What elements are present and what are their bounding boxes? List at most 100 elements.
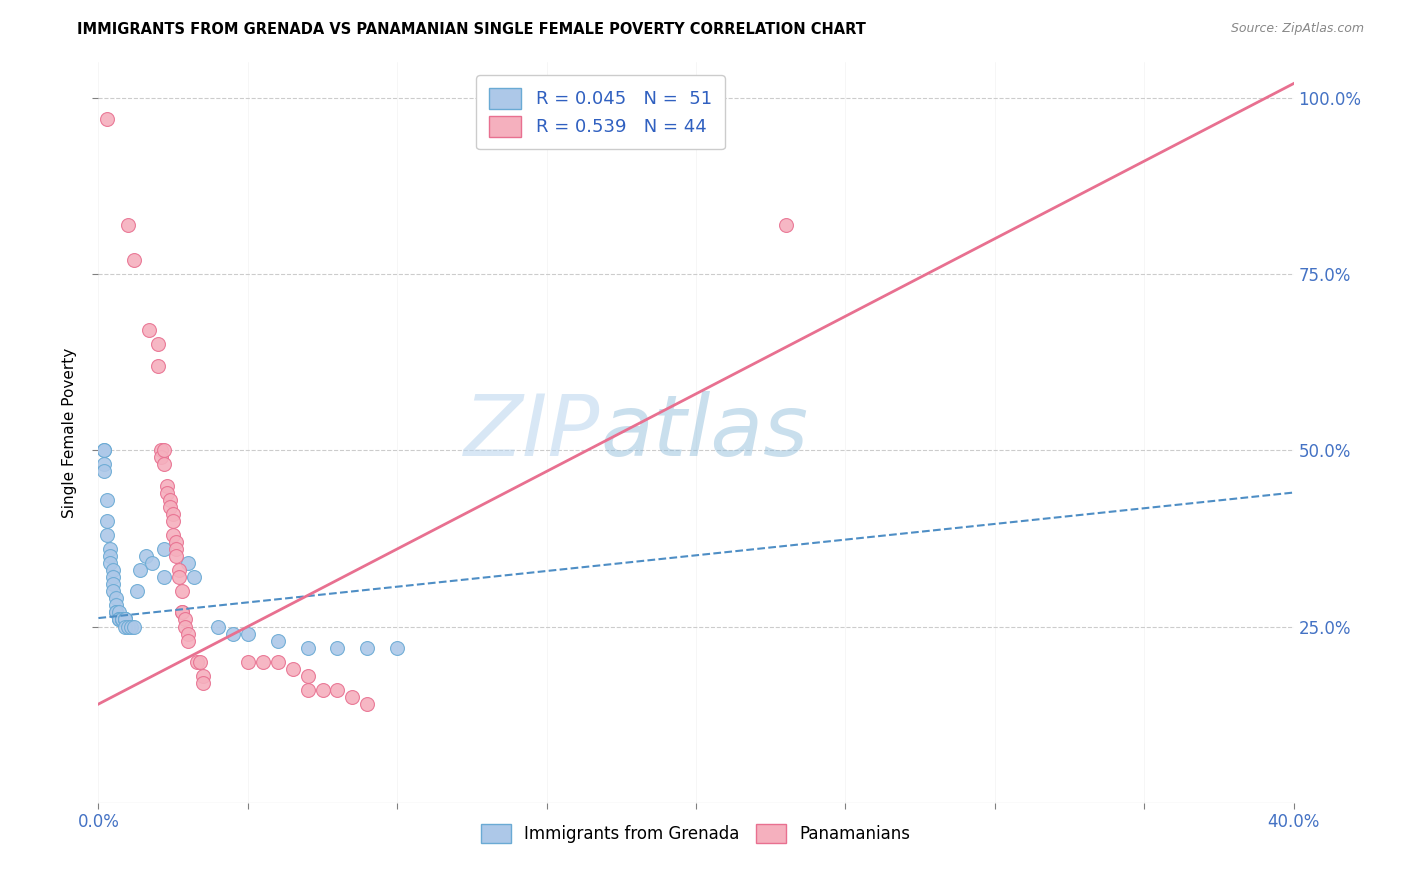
Point <box>103 563 125 577</box>
Point <box>172 584 194 599</box>
Point <box>108 612 131 626</box>
Point <box>188 655 211 669</box>
Point <box>111 612 134 626</box>
Point <box>153 443 176 458</box>
Point <box>153 458 176 472</box>
Point <box>96 528 118 542</box>
Point <box>105 591 128 606</box>
Point <box>127 584 149 599</box>
Point <box>96 492 118 507</box>
Legend: Immigrants from Grenada, Panamanians: Immigrants from Grenada, Panamanians <box>474 817 918 850</box>
Point <box>120 619 142 633</box>
Point <box>267 633 290 648</box>
Point <box>98 549 122 563</box>
Point <box>108 606 131 620</box>
Text: atlas: atlas <box>600 391 808 475</box>
Point <box>174 612 197 626</box>
Point <box>775 218 797 232</box>
Point <box>177 626 200 640</box>
Point <box>356 697 378 711</box>
Point <box>186 655 208 669</box>
Point <box>93 464 115 478</box>
Point <box>103 577 125 591</box>
Point <box>156 485 179 500</box>
Point <box>236 626 259 640</box>
Point <box>281 662 304 676</box>
Text: Source: ZipAtlas.com: Source: ZipAtlas.com <box>1230 22 1364 36</box>
Text: IMMIGRANTS FROM GRENADA VS PANAMANIAN SINGLE FEMALE POVERTY CORRELATION CHART: IMMIGRANTS FROM GRENADA VS PANAMANIAN SI… <box>77 22 866 37</box>
Point <box>93 443 115 458</box>
Point <box>174 619 197 633</box>
Point <box>162 514 184 528</box>
Point <box>165 535 187 549</box>
Point <box>114 612 136 626</box>
Point <box>105 606 128 620</box>
Point <box>326 683 349 698</box>
Point <box>98 556 122 570</box>
Point <box>252 655 274 669</box>
Point <box>167 563 190 577</box>
Point <box>108 612 131 626</box>
Point <box>191 676 214 690</box>
Point <box>129 563 152 577</box>
Point <box>207 619 229 633</box>
Point <box>222 626 245 640</box>
Point <box>177 633 200 648</box>
Point <box>356 640 378 655</box>
Point <box>165 541 187 556</box>
Point <box>93 458 115 472</box>
Text: ZIP: ZIP <box>464 391 600 475</box>
Point <box>98 541 122 556</box>
Point <box>156 478 179 492</box>
Point <box>191 669 214 683</box>
Point <box>108 612 131 626</box>
Point <box>117 218 139 232</box>
Point <box>311 683 333 698</box>
Point <box>96 514 118 528</box>
Point <box>114 619 136 633</box>
Y-axis label: Single Female Poverty: Single Female Poverty <box>62 348 77 517</box>
Point <box>135 549 157 563</box>
Point <box>342 690 364 704</box>
Point <box>267 655 290 669</box>
Point <box>111 612 134 626</box>
Point <box>326 640 349 655</box>
Point <box>177 556 200 570</box>
Point <box>103 584 125 599</box>
Point <box>172 606 194 620</box>
Point <box>148 359 170 373</box>
Point <box>297 669 319 683</box>
Point <box>172 606 194 620</box>
Point <box>124 252 146 267</box>
Point <box>153 570 176 584</box>
Point <box>93 443 115 458</box>
Point <box>117 619 139 633</box>
Point <box>124 619 146 633</box>
Point <box>153 541 176 556</box>
Point <box>111 612 134 626</box>
Point <box>141 556 163 570</box>
Point <box>105 599 128 613</box>
Point <box>167 570 190 584</box>
Point <box>165 549 187 563</box>
Point <box>159 492 181 507</box>
Point <box>111 612 134 626</box>
Point <box>114 612 136 626</box>
Point <box>105 606 128 620</box>
Point <box>96 112 118 126</box>
Point <box>114 612 136 626</box>
Point <box>114 612 136 626</box>
Point <box>150 450 173 465</box>
Point <box>385 640 409 655</box>
Point <box>183 570 205 584</box>
Point <box>159 500 181 514</box>
Point <box>148 337 170 351</box>
Point <box>297 683 319 698</box>
Point <box>162 528 184 542</box>
Point <box>162 507 184 521</box>
Point <box>103 570 125 584</box>
Point <box>297 640 319 655</box>
Point <box>150 443 173 458</box>
Point <box>111 612 134 626</box>
Point <box>138 323 160 337</box>
